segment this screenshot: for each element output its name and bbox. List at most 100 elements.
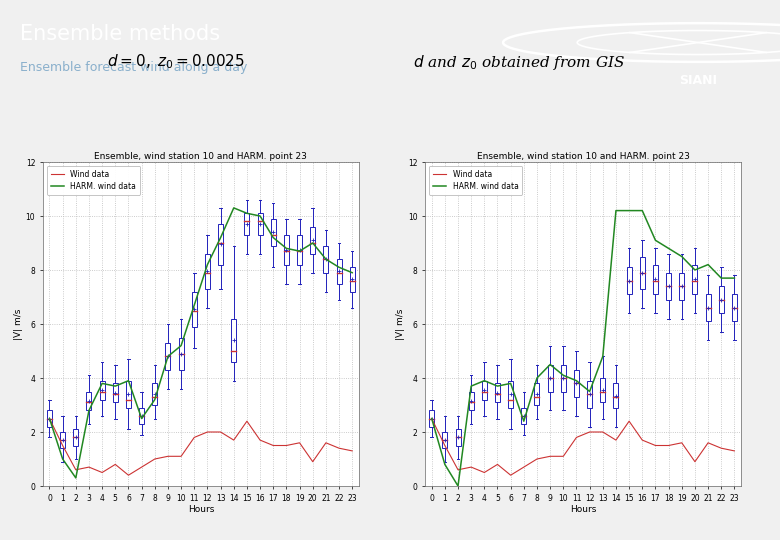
Bar	[601, 378, 605, 402]
Bar	[429, 410, 434, 427]
HARM. wind data	[572, 377, 581, 384]
Wind data	[255, 437, 264, 443]
HARM. wind data	[558, 372, 568, 379]
Wind data	[690, 458, 700, 465]
HARM. wind data	[612, 207, 621, 214]
Text: Ensemble forecast wind along a day: Ensemble forecast wind along a day	[20, 62, 247, 75]
Wind data	[704, 440, 713, 446]
Wind data	[585, 429, 594, 435]
Wind data	[150, 456, 159, 462]
Text: SIANI: SIANI	[679, 74, 717, 87]
HARM. wind data	[453, 483, 463, 489]
HARM. wind data	[480, 377, 489, 384]
Bar	[257, 213, 263, 235]
Bar	[587, 381, 592, 408]
HARM. wind data	[506, 380, 516, 387]
Bar	[626, 267, 632, 294]
Bar	[548, 364, 553, 391]
Bar	[693, 265, 697, 294]
HARM. wind data	[598, 353, 608, 360]
HARM. wind data	[282, 245, 291, 252]
Wind data	[532, 456, 541, 462]
Text: $d = 0,\;  z_0 = 0.0025$: $d = 0,\; z_0 = 0.0025$	[107, 53, 244, 71]
HARM. wind data	[637, 207, 647, 214]
Bar	[284, 235, 289, 265]
Wind data	[427, 415, 436, 422]
Bar	[218, 224, 223, 265]
Bar	[732, 294, 737, 321]
Bar	[324, 246, 328, 273]
Wind data	[124, 472, 133, 478]
Bar	[442, 432, 448, 448]
Bar	[521, 408, 527, 424]
HARM. wind data	[427, 415, 436, 422]
Line: HARM. wind data: HARM. wind data	[431, 211, 735, 486]
Wind data	[453, 467, 463, 473]
Wind data	[243, 418, 252, 424]
Wind data	[664, 442, 673, 449]
Bar	[706, 294, 711, 321]
Bar	[561, 364, 565, 391]
Wind data	[84, 464, 94, 470]
Wind data	[651, 442, 660, 449]
Bar	[60, 432, 66, 448]
X-axis label: Hours: Hours	[570, 505, 596, 515]
Wind data	[229, 437, 239, 443]
HARM. wind data	[71, 475, 80, 481]
Wind data	[268, 442, 278, 449]
Wind data	[44, 415, 54, 422]
Wind data	[625, 418, 634, 424]
Bar	[152, 383, 158, 405]
Wind data	[493, 461, 502, 468]
HARM. wind data	[84, 407, 94, 414]
Text: $d$ and $z_0$ obtained from GIS: $d$ and $z_0$ obtained from GIS	[413, 52, 625, 72]
Line: Wind data: Wind data	[431, 418, 735, 475]
Wind data	[98, 469, 107, 476]
Legend: Wind data, HARM. wind data: Wind data, HARM. wind data	[47, 166, 140, 194]
Text: Ensemble methods: Ensemble methods	[20, 24, 220, 44]
Bar	[508, 381, 513, 408]
Bar	[456, 429, 460, 445]
Wind data	[677, 440, 686, 446]
Wind data	[466, 464, 476, 470]
Wind data	[558, 453, 568, 460]
HARM. wind data	[321, 256, 331, 262]
Wind data	[730, 448, 739, 454]
HARM. wind data	[295, 248, 304, 254]
Bar	[349, 267, 355, 292]
Wind data	[348, 448, 357, 454]
Bar	[469, 392, 473, 410]
Bar	[613, 383, 619, 408]
Bar	[139, 408, 144, 424]
Bar	[679, 273, 684, 300]
Wind data	[216, 429, 225, 435]
Bar	[113, 383, 118, 402]
Title: Ensemble, wind station 10 and HARM. point 23: Ensemble, wind station 10 and HARM. poin…	[94, 152, 307, 161]
HARM. wind data	[651, 237, 660, 244]
HARM. wind data	[243, 210, 252, 217]
HARM. wind data	[664, 245, 673, 252]
Wind data	[163, 453, 172, 460]
Wind data	[282, 442, 291, 449]
Wind data	[335, 445, 344, 451]
Bar	[482, 381, 487, 400]
Wind data	[440, 442, 449, 449]
Wind data	[545, 453, 555, 460]
Wind data	[480, 469, 489, 476]
Bar	[231, 319, 236, 362]
HARM. wind data	[717, 275, 726, 281]
Wind data	[717, 445, 726, 451]
Bar	[87, 392, 91, 410]
Wind data	[506, 472, 516, 478]
Bar	[310, 227, 315, 254]
Wind data	[203, 429, 212, 435]
HARM. wind data	[545, 361, 555, 368]
Wind data	[71, 467, 80, 473]
Title: Ensemble, wind station 10 and HARM. point 23: Ensemble, wind station 10 and HARM. poin…	[477, 152, 690, 161]
HARM. wind data	[58, 456, 67, 462]
Bar	[271, 219, 276, 246]
HARM. wind data	[163, 353, 172, 360]
HARM. wind data	[585, 388, 594, 395]
HARM. wind data	[216, 234, 225, 241]
Bar	[640, 256, 645, 289]
